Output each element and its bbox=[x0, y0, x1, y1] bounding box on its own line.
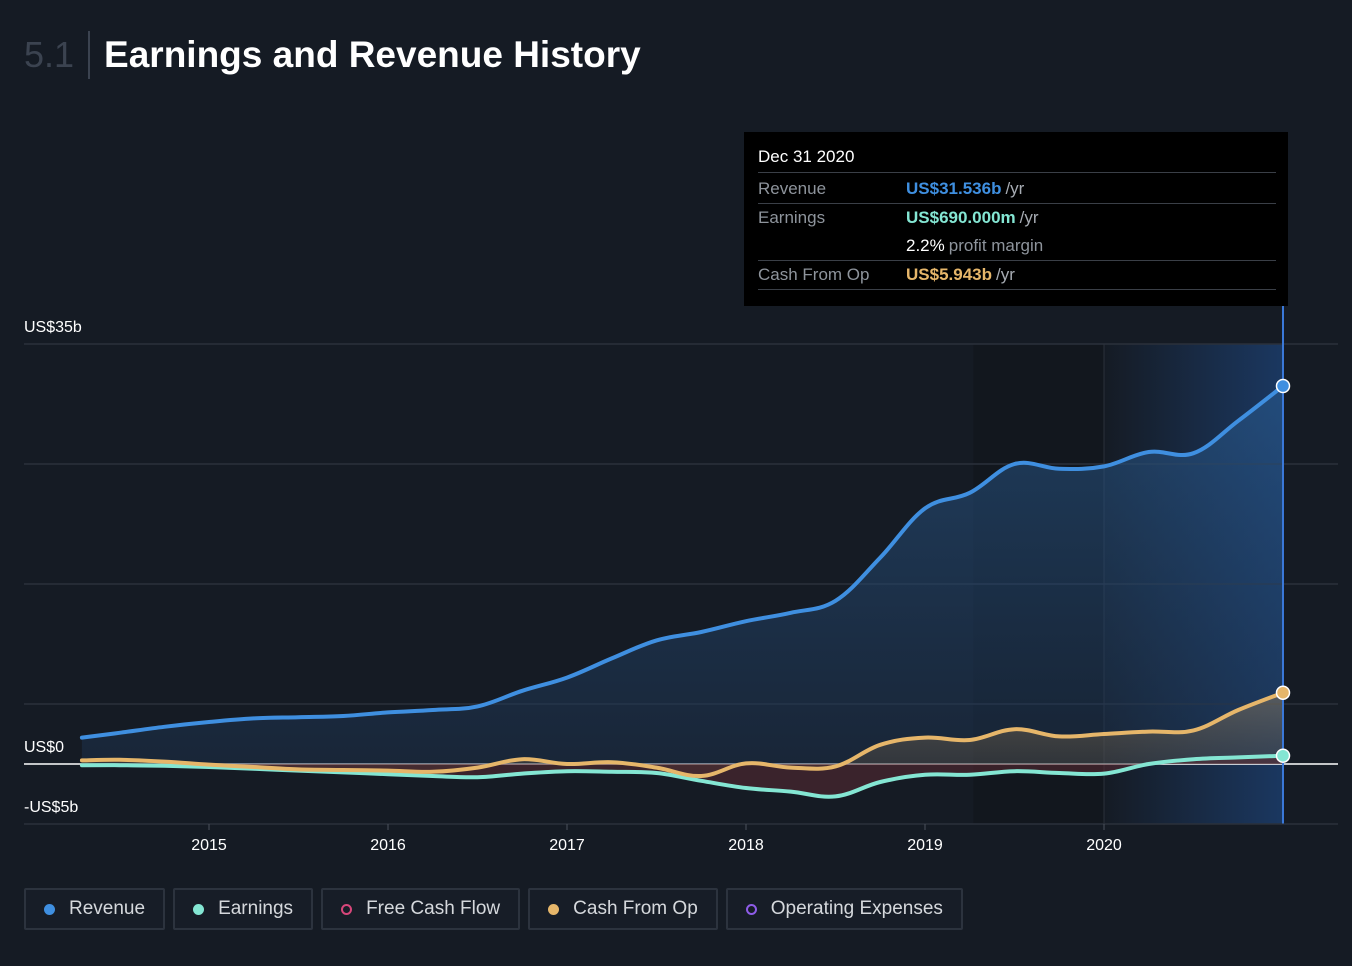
x-tick-label-2017: 2017 bbox=[549, 837, 585, 854]
legend-free-cash-flow-label: Free Cash Flow bbox=[366, 898, 501, 919]
legend-cash-from-op-button[interactable]: Cash From Op bbox=[528, 888, 718, 930]
legend-free-cash-flow-dot bbox=[341, 903, 353, 915]
legend-revenue-label: Revenue bbox=[69, 898, 146, 919]
cash-from-op-line bbox=[79, 690, 1285, 779]
y-tick-label-0: US$35b bbox=[24, 319, 82, 336]
legend-operating-expenses-label: Operating Expenses bbox=[770, 898, 943, 919]
tooltip-cfo-row: Cash From Op US$5.943b /yr bbox=[758, 261, 1276, 290]
earnings-end-marker bbox=[1275, 748, 1291, 763]
legend-cash-from-op-dot bbox=[548, 903, 560, 915]
header-divider bbox=[88, 31, 91, 79]
section-number: 5.1 bbox=[24, 34, 75, 75]
tooltip-margin-row: 2.2% profit margin bbox=[758, 232, 1276, 261]
tooltip-cfo-label: Cash From Op bbox=[758, 265, 870, 284]
tooltip-cfo-unit: /yr bbox=[996, 265, 1015, 284]
tooltip-revenue-unit: /yr bbox=[1005, 179, 1025, 198]
revenue-end-marker bbox=[1275, 378, 1291, 394]
legend-revenue-button[interactable]: Revenue bbox=[24, 888, 166, 930]
x-tick-label-2020: 2020 bbox=[1086, 837, 1122, 854]
page-title: Earnings and Revenue History bbox=[104, 34, 641, 75]
x-tick-label-2015: 2015 bbox=[191, 837, 227, 854]
tooltip-date: Dec 31 2020 bbox=[758, 144, 1276, 173]
tooltip-margin-value: 2.2% bbox=[906, 236, 945, 255]
x-tick-label-2016: 2016 bbox=[370, 837, 406, 854]
section-header: 5.1 Earnings and Revenue History bbox=[24, 30, 641, 80]
legend-cash-from-op-label: Cash From Op bbox=[573, 898, 698, 919]
tooltip-revenue-label: Revenue bbox=[758, 179, 827, 198]
legend-revenue-dot bbox=[44, 903, 55, 915]
chart-legend: Revenue Earnings Free Cash Flow Cash Fro… bbox=[24, 888, 963, 930]
y-tick-label-1: US$0 bbox=[24, 739, 64, 756]
tooltip-cfo-value: US$5.943b bbox=[906, 265, 992, 284]
tooltip-revenue-value: US$31.536b bbox=[906, 179, 1002, 198]
legend-earnings-dot bbox=[193, 903, 205, 915]
tooltip-revenue-row: Revenue US$31.536b /yr bbox=[758, 175, 1276, 204]
y-tick-label-2: -US$5b bbox=[24, 799, 78, 816]
tooltip-earnings-unit: /yr bbox=[1019, 208, 1039, 227]
cash-from-op-end-marker bbox=[1275, 685, 1291, 700]
legend-operating-expenses-dot bbox=[745, 903, 757, 915]
x-tick-label-2019: 2019 bbox=[907, 837, 943, 854]
tooltip-earnings-label: Earnings bbox=[758, 208, 826, 227]
revenue-line bbox=[79, 384, 1285, 740]
legend-free-cash-flow-button[interactable]: Free Cash Flow bbox=[321, 888, 521, 930]
tooltip-earnings-row: Earnings US$690.000m /yr bbox=[758, 204, 1276, 232]
tooltip-margin-label: profit margin bbox=[948, 236, 1044, 255]
tooltip-earnings-value: US$690.000m bbox=[906, 208, 1016, 227]
x-tick-label-2018: 2018 bbox=[728, 837, 764, 854]
legend-operating-expenses-button[interactable]: Operating Expenses bbox=[725, 888, 963, 930]
cash-from-op-area bbox=[81, 692, 1283, 777]
legend-earnings-label: Earnings bbox=[218, 898, 294, 919]
chart-tooltip: Dec 31 2020 Revenue US$31.536b /yr Earni… bbox=[744, 132, 1288, 306]
revenue-area bbox=[81, 386, 1283, 764]
legend-earnings-button[interactable]: Earnings bbox=[173, 888, 314, 930]
